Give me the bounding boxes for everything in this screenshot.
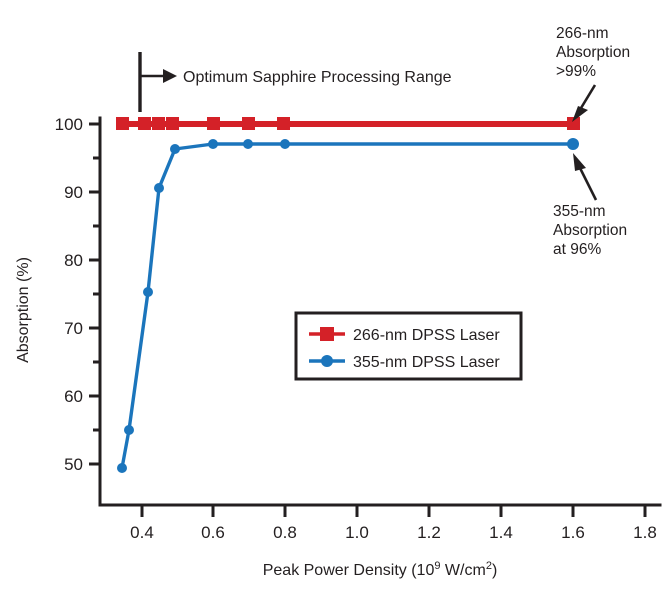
x-tick-label: 0.8	[273, 523, 297, 542]
x-tick-labels: 0.4 0.6 0.8 1.0 1.2 1.4 1.6 1.8	[130, 523, 657, 542]
x-tick-label: 0.6	[201, 523, 225, 542]
series-355nm-marker	[170, 144, 180, 154]
series-355nm-marker	[208, 139, 218, 149]
range-annotation-label: Optimum Sapphire Processing Range	[183, 69, 452, 86]
annotation-266nm-line3: >99%	[556, 63, 596, 80]
legend-marker-355nm	[321, 355, 333, 367]
series-355nm	[117, 138, 579, 473]
annotation-355nm-line2: Absorption	[553, 222, 627, 239]
annotation-355nm-line1: 355-nm	[553, 203, 606, 220]
series-266nm-marker	[166, 117, 179, 130]
series-355nm-marker	[117, 463, 127, 473]
legend-marker-266nm	[320, 327, 334, 341]
x-axis-title-main: Peak Power Density (10	[263, 562, 435, 579]
x-tick-label: 1.4	[489, 523, 513, 542]
y-axis-title: Absorption (%)	[15, 257, 32, 363]
x-tick-label: 1.6	[561, 523, 585, 542]
series-266nm-marker	[277, 117, 290, 130]
axis-group	[98, 116, 662, 507]
y-tick-label: 70	[64, 319, 83, 338]
x-major-ticks	[140, 505, 647, 517]
annotation-355nm: 355-nm Absorption at 96%	[553, 153, 627, 258]
series-355nm-line	[120, 142, 575, 470]
chart-legend: 266-nm DPSS Laser 355-nm DPSS Laser	[294, 311, 523, 381]
legend-item-355nm[interactable]: 355-nm DPSS Laser	[309, 354, 500, 371]
y-tick-label: 60	[64, 387, 83, 406]
legend-label-355nm: 355-nm DPSS Laser	[353, 354, 500, 371]
x-axis-title-mid: W/cm	[440, 562, 485, 579]
x-tick-label: 1.8	[633, 523, 657, 542]
series-355nm-marker	[567, 138, 579, 150]
series-266nm	[116, 117, 580, 130]
annotation-266nm-line2: Absorption	[556, 44, 630, 61]
series-266nm-marker	[207, 117, 220, 130]
legend-item-266nm[interactable]: 266-nm DPSS Laser	[309, 327, 500, 344]
series-266nm-marker	[116, 117, 129, 130]
y-major-ticks	[89, 122, 100, 466]
x-axis-title: Peak Power Density (109 W/cm2)	[263, 560, 498, 579]
series-266nm-marker	[567, 117, 580, 130]
x-axis-title-end: )	[492, 562, 497, 579]
annotation-355nm-arrow-head-icon	[573, 153, 586, 171]
x-axis-title-exp2: 2	[486, 560, 492, 572]
range-annotation: Optimum Sapphire Processing Range	[138, 52, 452, 112]
series-355nm-marker	[280, 139, 290, 149]
x-axis-title-exp1: 9	[434, 560, 440, 572]
series-355nm-marker	[243, 139, 253, 149]
x-tick-label: 1.0	[345, 523, 369, 542]
annotation-266nm-line1: 266-nm	[556, 25, 609, 42]
x-tick-label: 0.4	[130, 523, 154, 542]
series-355nm-marker	[124, 425, 134, 435]
range-arrow-head-icon	[163, 69, 177, 83]
series-355nm-marker	[154, 183, 164, 193]
y-tick-labels: 100 90 80 70 60 50	[55, 115, 83, 474]
annotation-266nm: 266-nm Absorption >99%	[556, 25, 630, 122]
y-tick-label: 100	[55, 115, 83, 134]
series-355nm-marker	[143, 287, 153, 297]
series-266nm-marker	[138, 117, 151, 130]
annotation-355nm-line3: at 96%	[553, 241, 601, 258]
x-tick-label: 1.2	[417, 523, 441, 542]
series-266nm-marker	[242, 117, 255, 130]
y-minor-ticks	[93, 156, 100, 432]
annotation-355nm-arrow-shaft	[576, 163, 598, 201]
legend-label-266nm: 266-nm DPSS Laser	[353, 327, 500, 344]
y-tick-label: 80	[64, 251, 83, 270]
series-266nm-marker	[152, 117, 165, 130]
legend-box	[294, 311, 523, 381]
y-tick-label: 90	[64, 183, 83, 202]
y-tick-label: 50	[64, 455, 83, 474]
annotation-266nm-arrow-head-icon	[572, 106, 588, 122]
